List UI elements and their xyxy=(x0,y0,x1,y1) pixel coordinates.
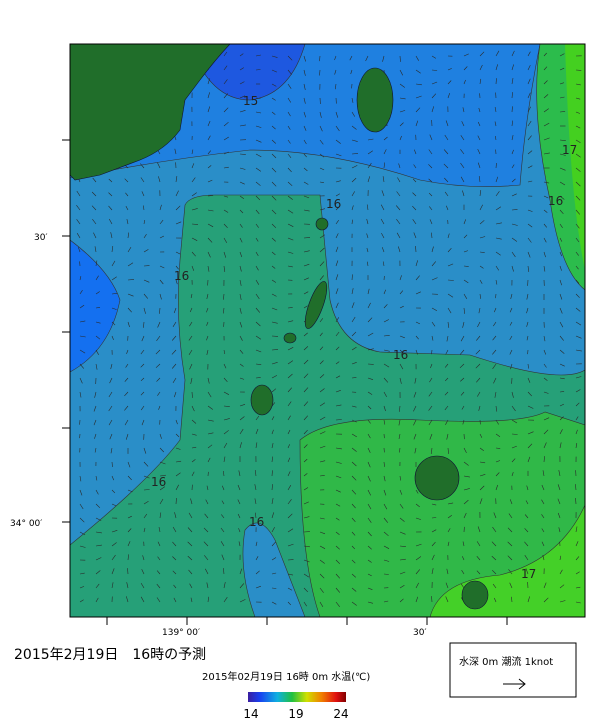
contour-label: 16 xyxy=(151,475,166,489)
colorbar-tick-label: 14 xyxy=(243,707,258,721)
island xyxy=(415,456,459,500)
island xyxy=(316,218,328,230)
contour-label: 16 xyxy=(548,194,563,208)
lon-label: 139° 00′ xyxy=(162,628,200,638)
island xyxy=(284,333,296,343)
island xyxy=(462,581,488,609)
contour-label: 17 xyxy=(521,567,536,581)
colorbar-tick-label: 19 xyxy=(288,707,303,721)
contour-label: 16 xyxy=(326,197,341,211)
colorbar-ticks: 14 19 24 xyxy=(243,707,348,721)
legend-text: 水深 0m 潮流 1knot xyxy=(459,655,553,668)
contour-label: 15 xyxy=(243,94,258,108)
colorbar-tick-label: 24 xyxy=(333,707,348,721)
colorbar xyxy=(248,692,346,702)
title: 2015年2月19日 16時の予測 xyxy=(14,647,206,663)
legend-box xyxy=(450,643,576,697)
contour-label: 16 xyxy=(393,348,408,362)
island xyxy=(251,385,273,415)
contour-label: 17 xyxy=(562,143,577,157)
map-area: 15 16 16 16 16 16 16 17 17 xyxy=(70,44,585,617)
island xyxy=(357,68,393,132)
contour-label: 16 xyxy=(174,269,189,283)
subtitle: 2015年02月19日 16時 0m 水温(℃) xyxy=(202,670,370,683)
lat-label: 30′ xyxy=(34,233,48,243)
lon-label: 30′ xyxy=(413,628,427,638)
contour-label: 16 xyxy=(249,515,264,529)
lat-label: 34° 00′ xyxy=(10,519,42,529)
